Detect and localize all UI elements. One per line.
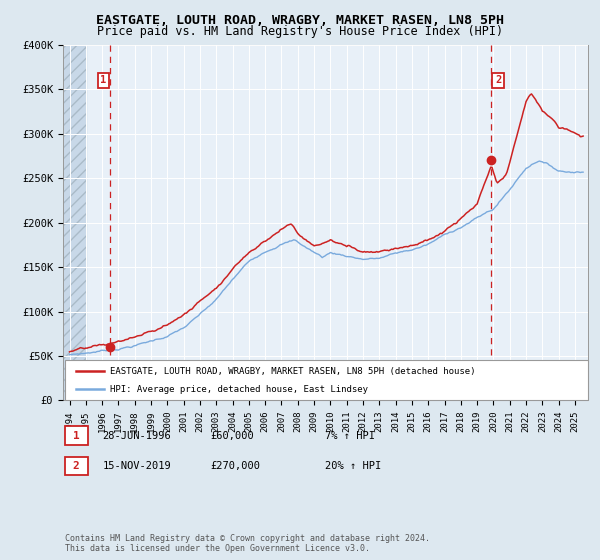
Text: 2: 2 [73, 461, 80, 471]
Text: 1: 1 [73, 431, 80, 441]
Text: HPI: Average price, detached house, East Lindsey: HPI: Average price, detached house, East… [110, 385, 368, 394]
Text: £60,000: £60,000 [211, 431, 254, 441]
Text: Price paid vs. HM Land Registry's House Price Index (HPI): Price paid vs. HM Land Registry's House … [97, 25, 503, 38]
Bar [63, 45, 86, 400]
Text: EASTGATE, LOUTH ROAD, WRAGBY, MARKET RASEN, LN8 5PH (detached house): EASTGATE, LOUTH ROAD, WRAGBY, MARKET RAS… [110, 367, 475, 376]
Text: 28-JUN-1996: 28-JUN-1996 [103, 431, 172, 441]
Text: 7% ↑ HPI: 7% ↑ HPI [325, 431, 374, 441]
Text: 15-NOV-2019: 15-NOV-2019 [103, 461, 172, 471]
Text: 1: 1 [100, 76, 107, 85]
Text: £270,000: £270,000 [211, 461, 260, 471]
Text: Contains HM Land Registry data © Crown copyright and database right 2024.
This d: Contains HM Land Registry data © Crown c… [65, 534, 430, 553]
Bar [63, 45, 86, 400]
Text: 2: 2 [495, 76, 501, 85]
Text: EASTGATE, LOUTH ROAD, WRAGBY, MARKET RASEN, LN8 5PH: EASTGATE, LOUTH ROAD, WRAGBY, MARKET RAS… [96, 14, 504, 27]
Text: 20% ↑ HPI: 20% ↑ HPI [325, 461, 381, 471]
